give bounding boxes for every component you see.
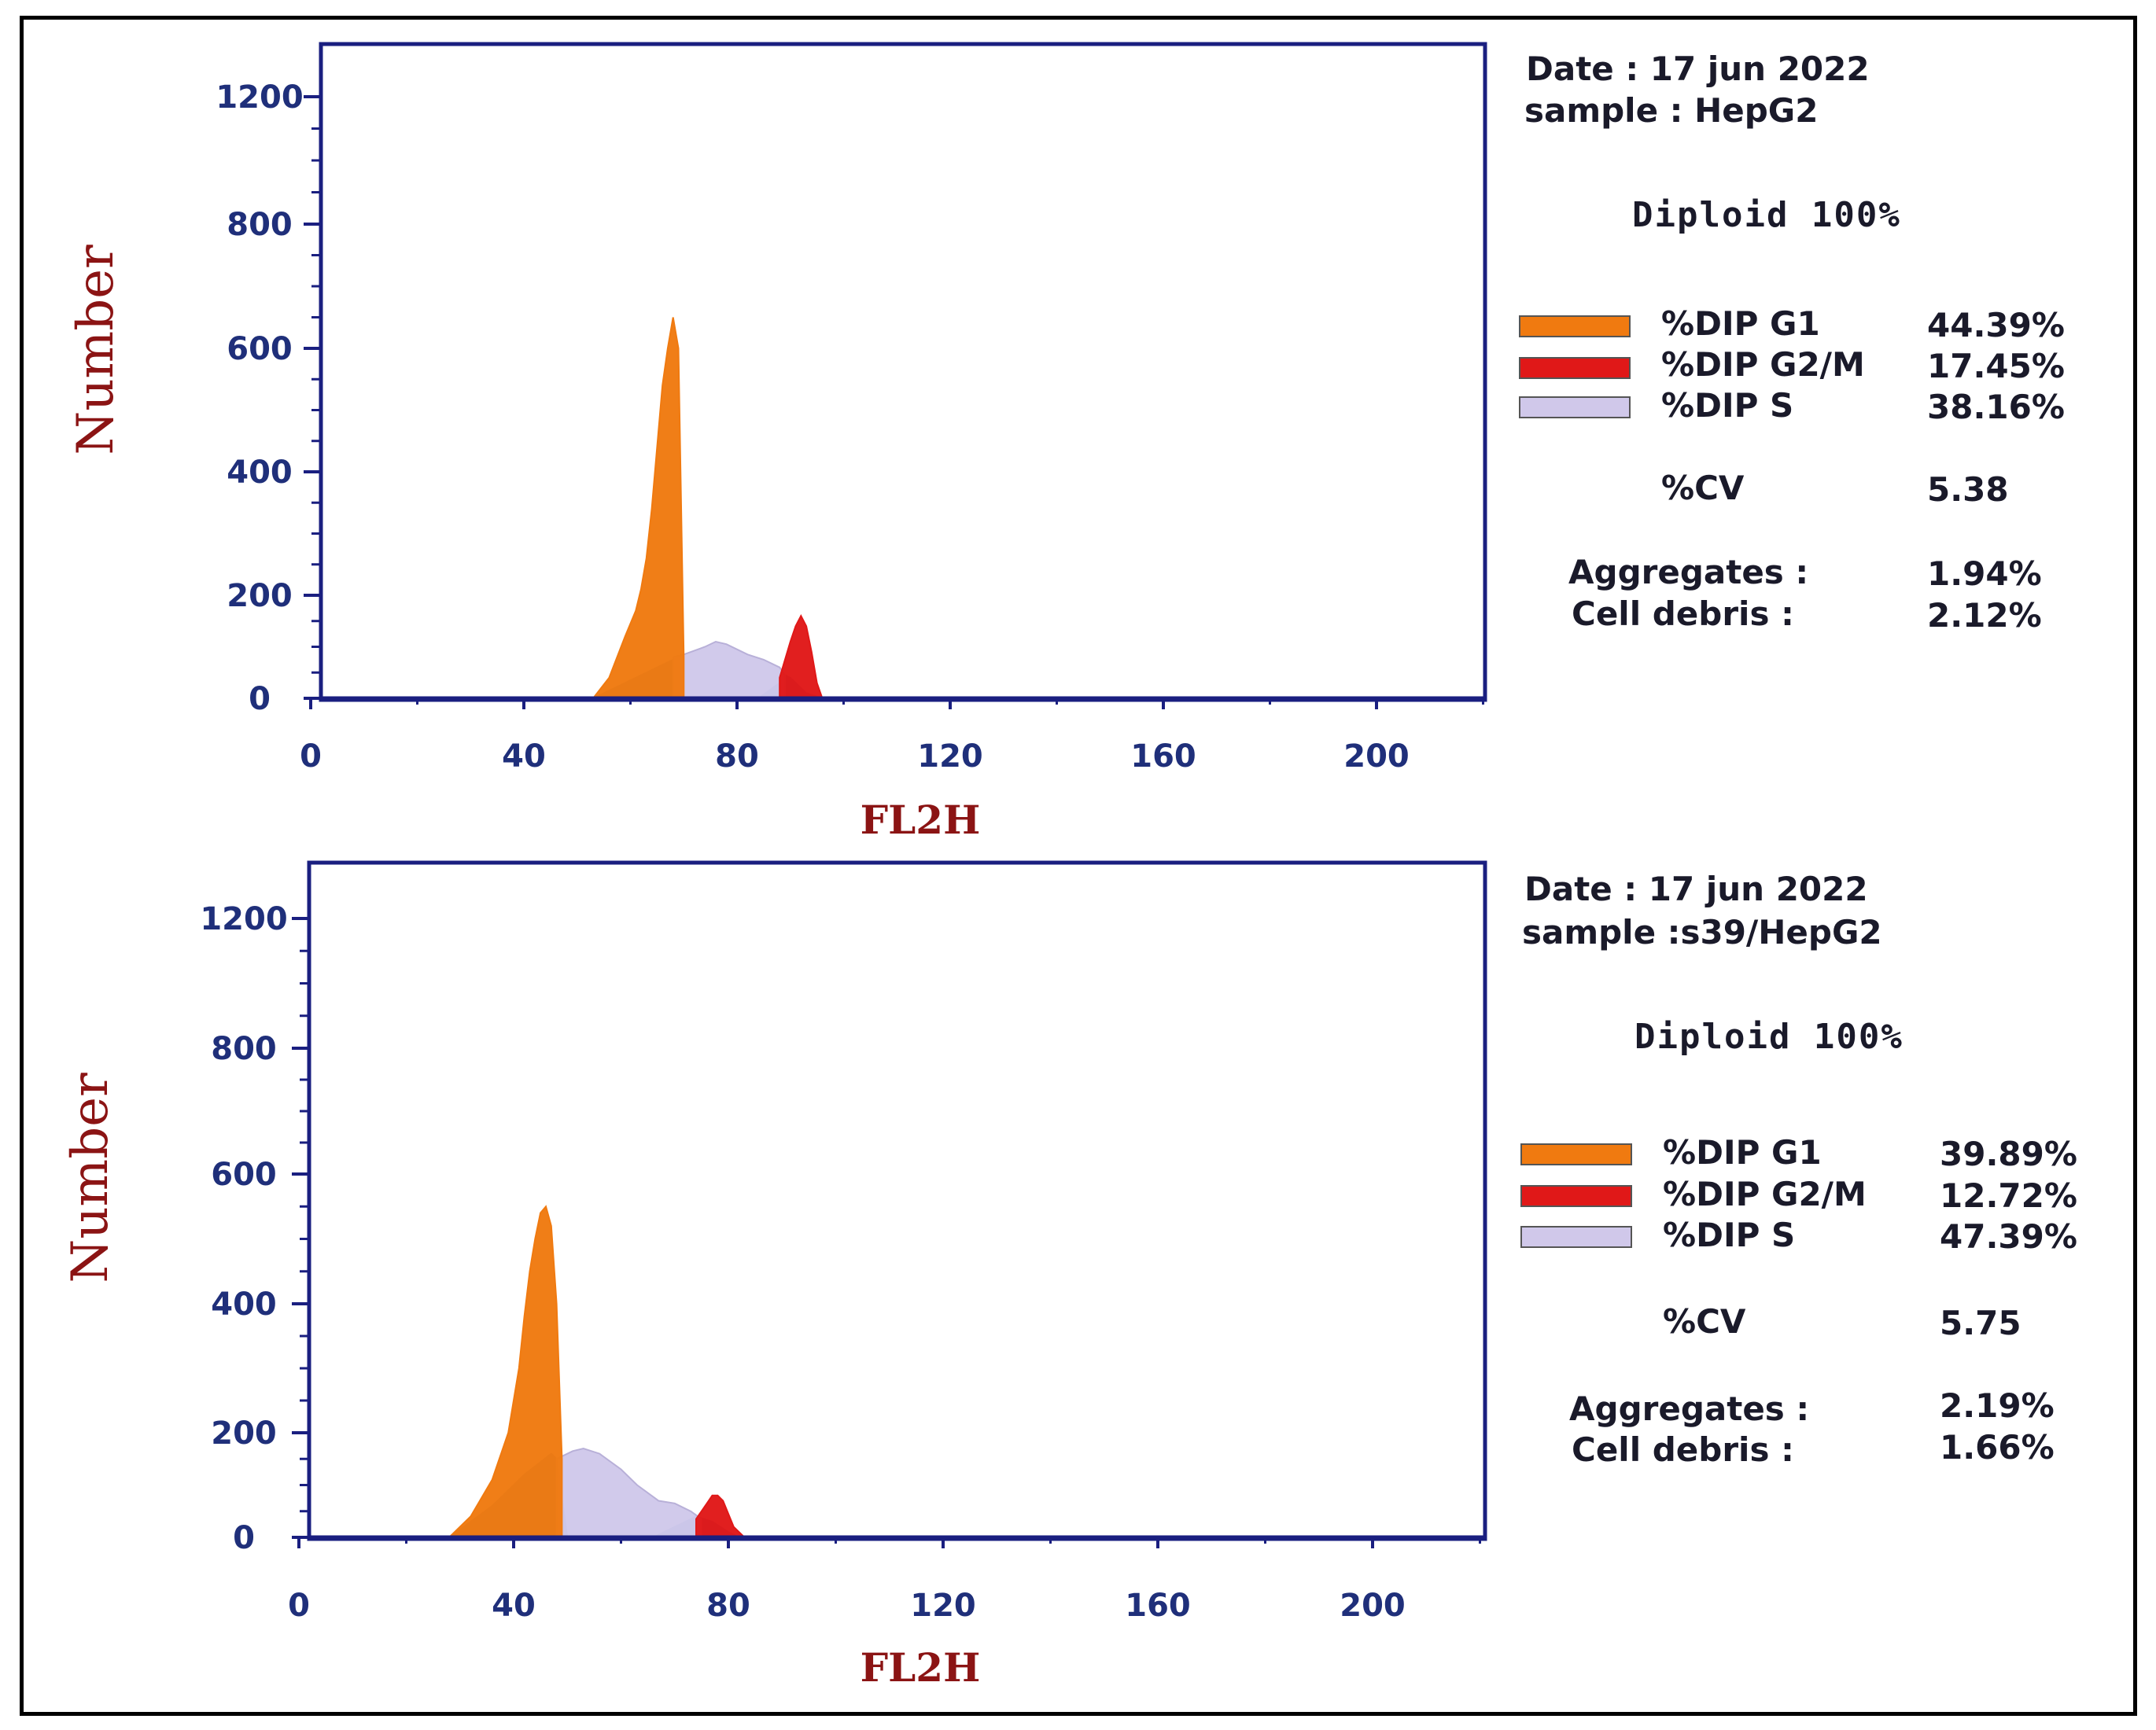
panel-2-x-tick-label: 160	[1125, 1588, 1191, 1624]
panel-2-plot	[447, 1205, 746, 1538]
panel-2-legend-g1-swatch	[1520, 1143, 1632, 1165]
panel-2-cv-label: %CV	[1663, 1302, 1746, 1341]
panel-2-x-tick-label: 120	[910, 1588, 976, 1624]
panel-1-series-dip-s	[672, 640, 786, 699]
panel-2-y-axis-title: Number	[61, 1073, 120, 1283]
panel-1-x-tick-label: 160	[1130, 738, 1196, 775]
panel-1-legend-g1-label: %DIP G1	[1661, 304, 1820, 343]
panel-1-info: Date : 17 jun 2022 sample : HepG2 Diploi…	[1519, 50, 2065, 635]
panel-2-y-tick-label: 0	[233, 1520, 255, 1556]
panel-2-legend-s-value: 47.39%	[1940, 1217, 2077, 1256]
panel-1-x-axis-title: FL2H	[861, 797, 981, 843]
panel-1-aggregates-value: 1.94%	[1927, 554, 2042, 593]
panel-2-aggregates-value: 2.19%	[1940, 1386, 2055, 1425]
panel-1-y-tick-label: 400	[227, 455, 293, 491]
panel-2-y-tick-label: 800	[211, 1031, 277, 1067]
panel-2-legend-g1-value: 39.89%	[1940, 1135, 2077, 1173]
panel-1-aggregates-label: Aggregates :	[1568, 553, 1808, 591]
panel-1-axes: 0 40 80 120 160 200 0 200 400 600 800 1200	[216, 79, 1485, 775]
panel-2-series-dip-s	[555, 1447, 702, 1538]
panel-2-legend-g2m-value: 12.72%	[1940, 1176, 2077, 1215]
panel-2-info: Date : 17 jun 2022 sample :s39/HepG2 Dip…	[1520, 870, 2077, 1469]
panel-1-y-tick-label: 600	[227, 331, 293, 367]
panel-2-debris-value: 1.66%	[1940, 1428, 2055, 1467]
panel-1-legend-g1-value: 44.39%	[1927, 306, 2065, 344]
panel-1-y-axis-title: Number	[67, 245, 125, 455]
panel-1-series-dip-g1	[592, 317, 685, 699]
panel-1-cv-label: %CV	[1661, 469, 1745, 507]
panel-1-plot-frame	[319, 42, 1487, 702]
panel-1-x-tick-label: 80	[715, 738, 759, 775]
panel-2-date: Date : 17 jun 2022	[1524, 870, 1868, 908]
panel-2-y-tick-label: 400	[211, 1286, 277, 1323]
panel-2-sample: sample :s39/HepG2	[1522, 913, 1882, 952]
panel-2-legend-g2m-label: %DIP G2/M	[1663, 1175, 1867, 1213]
panel-1-debris-value: 2.12%	[1927, 596, 2042, 635]
panel-2-y-tick-label: 600	[211, 1157, 277, 1193]
panel-2-axes: 0 40 80 120 160 200 0 200 400 600 800 1200	[200, 901, 1485, 1624]
panel-1-series-dip-g2-m	[779, 614, 824, 699]
panel-1-x-tick-label: 120	[917, 738, 983, 775]
panel-2-legend-g2m-swatch	[1520, 1185, 1632, 1207]
panel-2-x-axis-title: FL2H	[861, 1644, 981, 1691]
panel-1-cv-value: 5.38	[1927, 470, 2009, 509]
panel-2-series-dip-g2-m	[695, 1494, 746, 1538]
panel-2-x-tick-label: 0	[288, 1588, 310, 1624]
panel-1-legend-g2m-value: 17.45%	[1927, 347, 2065, 385]
panel-1-y-tick-label: 800	[227, 207, 293, 243]
panel-2-aggregates-label: Aggregates :	[1569, 1390, 1809, 1428]
panel-2-y-tick-label: 1200	[200, 901, 287, 937]
figure-frame	[20, 16, 2137, 1716]
panel-1-legend-g2m-label: %DIP G2/M	[1661, 345, 1865, 384]
panel-1-ploidy: Diploid 100%	[1632, 195, 1901, 235]
panel-1-x-tick-label: 0	[300, 738, 322, 775]
panel-2-plot-frame	[307, 860, 1487, 1541]
panel-1-x-tick-label: 40	[502, 738, 546, 775]
panel-1-plot	[592, 317, 824, 699]
panel-1-legend-s-value: 38.16%	[1927, 388, 2065, 426]
panel-1-legend-s-label: %DIP S	[1661, 386, 1793, 425]
panel-2-x-tick-label: 200	[1340, 1588, 1406, 1624]
panel-1-legend-g1-swatch	[1519, 315, 1631, 337]
panel-2: 0 40 80 120 160 200 0 200 400 600 800 1200 Number F…	[61, 860, 2077, 1691]
panel-1-legend-s-swatch	[1519, 396, 1631, 418]
panel-2-ploidy: Diploid 100%	[1635, 1017, 1904, 1057]
panel-1: 0 40 80 120 160 200 0 200 400 600 800 1200 Number F…	[67, 42, 2065, 843]
panel-2-x-tick-label: 80	[706, 1588, 750, 1624]
panel-2-legend-s-label: %DIP S	[1663, 1216, 1795, 1254]
panel-1-y-tick-label: 1200	[216, 79, 303, 116]
panel-2-legend-s-swatch	[1520, 1226, 1632, 1248]
panel-2-debris-label: Cell debris :	[1572, 1430, 1794, 1469]
panel-2-series-dip-g1	[447, 1205, 563, 1538]
panel-1-debris-label: Cell debris :	[1572, 594, 1794, 633]
panel-2-x-tick-label: 40	[492, 1588, 536, 1624]
panel-1-x-tick-label: 200	[1343, 738, 1410, 775]
panel-1-date: Date : 17 jun 2022	[1526, 50, 1870, 88]
panel-1-legend-g2m-swatch	[1519, 357, 1631, 379]
panel-2-legend-g1-label: %DIP G1	[1663, 1133, 1822, 1172]
panel-2-cv-value: 5.75	[1940, 1304, 2021, 1342]
panel-2-y-tick-label: 200	[211, 1415, 277, 1452]
panel-1-y-tick-label: 0	[249, 681, 271, 717]
panel-1-y-tick-label: 200	[227, 578, 293, 614]
panel-1-sample: sample : HepG2	[1524, 91, 1819, 130]
